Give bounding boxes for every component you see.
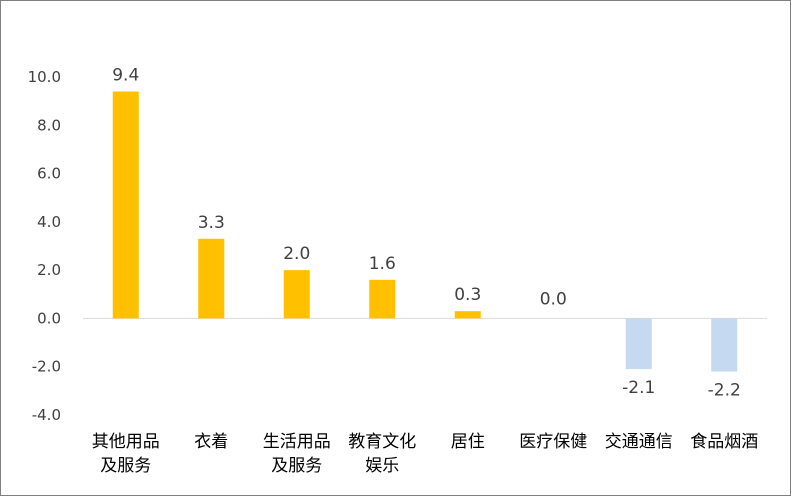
- category-label: 教育文化: [348, 432, 416, 452]
- y-axis-ticks: 10.0 8.0 6.0 4.0 2.0 0.0 -2.0 -4.0: [28, 68, 61, 424]
- data-label: 0.0: [540, 289, 567, 309]
- y-tick-label: 8.0: [37, 116, 61, 134]
- bar: [198, 238, 225, 319]
- bars-group: [112, 91, 738, 372]
- category-label: 及服务: [271, 456, 322, 476]
- y-tick-label: 2.0: [37, 261, 61, 279]
- y-tick-label: 10.0: [28, 68, 61, 86]
- bar: [625, 318, 652, 370]
- bar: [283, 270, 310, 319]
- data-labels-group: 9.4 3.3 2.0 1.6 0.3 0.0 -2.1 -2.2: [112, 65, 741, 400]
- y-tick-label: -4.0: [32, 406, 61, 424]
- bar: [112, 91, 139, 319]
- data-label: 9.4: [112, 65, 139, 85]
- bar: [711, 318, 738, 372]
- category-label: 其他用品: [92, 432, 160, 452]
- category-label: 居住: [451, 432, 485, 452]
- category-label: 生活用品: [263, 432, 331, 452]
- y-tick-label: 0.0: [37, 309, 61, 327]
- category-label: 医疗保健: [519, 432, 587, 452]
- data-label: 0.3: [454, 285, 481, 305]
- y-tick-label: -2.0: [32, 358, 61, 376]
- data-label: -2.1: [622, 378, 655, 398]
- category-label: 衣着: [194, 432, 228, 452]
- category-label: 交通通信: [605, 432, 673, 452]
- category-label: 娱乐: [365, 456, 399, 476]
- data-label: -2.2: [708, 381, 741, 401]
- y-tick-label: 4.0: [37, 213, 61, 231]
- bar: [369, 279, 396, 319]
- data-label: 3.3: [198, 213, 225, 233]
- bar: [454, 311, 481, 319]
- category-label: 食品烟酒: [690, 432, 758, 452]
- data-label: 1.6: [369, 254, 396, 274]
- data-label: 2.0: [283, 244, 310, 264]
- category-label: 及服务: [100, 456, 151, 476]
- y-tick-label: 6.0: [37, 165, 61, 183]
